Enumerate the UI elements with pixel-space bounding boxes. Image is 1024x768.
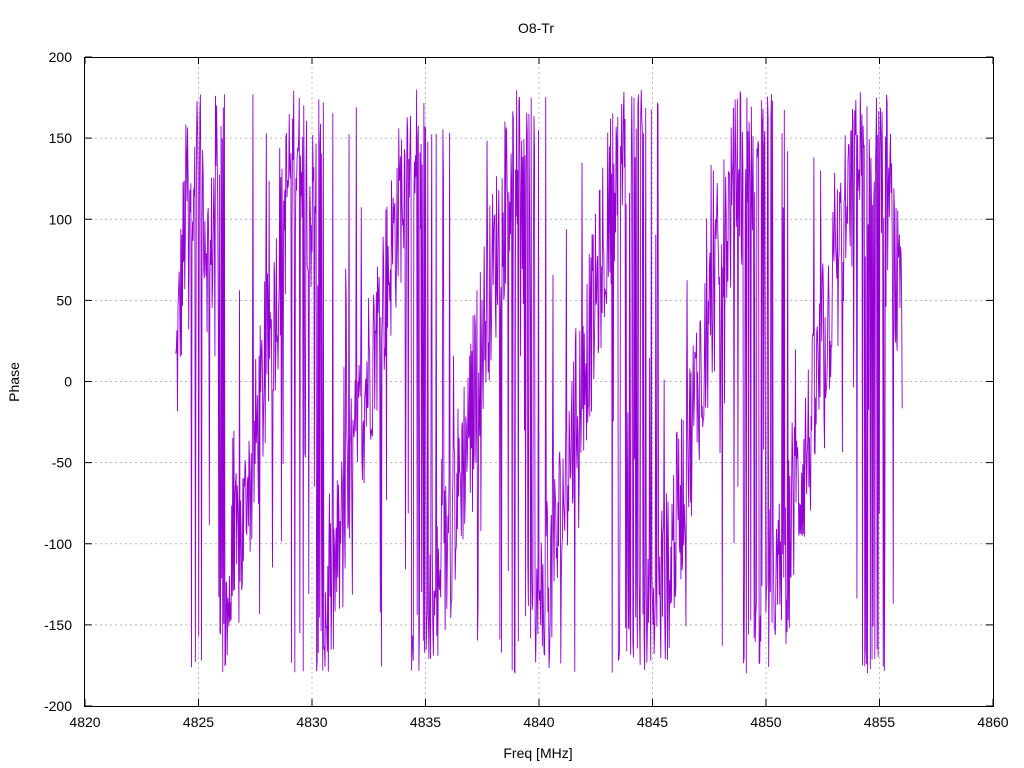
y-tick-label: 200 [49, 49, 73, 65]
x-tick-label: 4835 [410, 714, 441, 730]
y-tick-label: 150 [49, 130, 73, 146]
y-tick-label: -150 [44, 617, 72, 633]
series-line [175, 89, 903, 674]
x-tick-label: 4820 [69, 714, 100, 730]
y-tick-label: -50 [52, 455, 72, 471]
y-tick-label: 50 [56, 292, 72, 308]
chart-title: O8-Tr [518, 20, 554, 36]
x-tick-labels: 4820 4825 4830 4835 4840 4845 4850 4855 4860 [69, 714, 1008, 730]
y-tick-labels: -200 -150 -100 -50 0 50 100 150 200 [44, 49, 72, 714]
y-tick-label: 100 [49, 211, 73, 227]
series-phase [175, 89, 903, 674]
y-axis-title: Phase [6, 362, 22, 402]
y-tick-label: 0 [64, 374, 72, 390]
x-axis-title: Freq [MHz] [503, 745, 572, 761]
x-tick-label: 4850 [750, 714, 781, 730]
x-tick-label: 4855 [864, 714, 895, 730]
x-tick-label: 4845 [637, 714, 668, 730]
tick-marks [84, 56, 994, 707]
x-tick-label: 4860 [977, 714, 1008, 730]
x-tick-label: 4825 [183, 714, 214, 730]
x-tick-label: 4830 [296, 714, 327, 730]
y-tick-label: -200 [44, 698, 72, 714]
y-tick-label: -100 [44, 536, 72, 552]
x-tick-label: 4840 [523, 714, 554, 730]
